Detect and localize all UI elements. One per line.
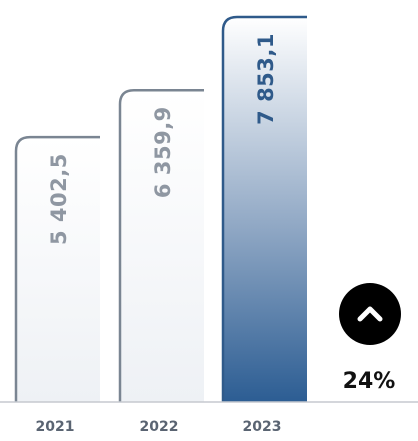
bar-2021	[16, 137, 100, 402]
value-label-2022: 6 359,9	[151, 106, 175, 198]
year-label-2021: 2021	[36, 419, 75, 435]
growth-badge-circle	[339, 283, 401, 345]
bar-outline-2023	[221, 15, 307, 402]
growth-badge	[339, 283, 401, 345]
value-label-2023: 7 853,1	[254, 33, 278, 125]
bar-outline-2021	[14, 135, 100, 402]
bar-2023	[223, 17, 307, 402]
year-label-2022: 2022	[140, 419, 179, 435]
year-labels: 2021 2022 2023	[36, 419, 282, 435]
year-label-2023: 2023	[243, 419, 282, 435]
chevron-up-icon	[357, 306, 383, 322]
growth-label: 24%	[343, 369, 396, 394]
bars-group: 5 402,5 6 359,9 7 853,1	[14, 15, 307, 402]
bar-outline-2022	[118, 88, 204, 402]
bar-2022	[120, 90, 204, 402]
value-label-2021: 5 402,5	[47, 153, 71, 245]
